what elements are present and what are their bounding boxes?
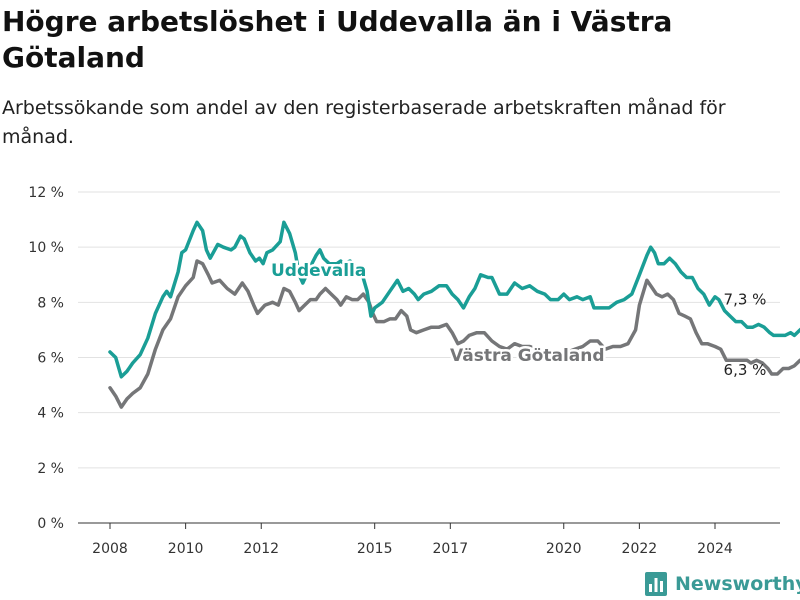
series-name-label: Västra Götaland — [450, 346, 605, 366]
x-tick-label: 2008 — [92, 541, 128, 557]
series-end-label: 6,3 % — [724, 361, 767, 379]
y-tick-label: 2 % — [37, 461, 64, 477]
x-tick-label: 2010 — [168, 541, 204, 557]
series-name-label: Uddevalla — [271, 261, 366, 281]
chart-title: Högre arbetslöshet i Uddevalla än i Väst… — [2, 5, 673, 74]
series-line — [108, 220, 800, 379]
chart-subtitle: Arbetssökande som andel av den registerb… — [2, 97, 726, 148]
brand-logo: Newsworthy — [645, 568, 800, 600]
x-tick-label: 2022 — [622, 541, 658, 557]
bar-chart-logo-icon — [645, 572, 667, 596]
x-tick-label: 2017 — [432, 541, 468, 557]
y-tick-label: 0 % — [37, 516, 64, 532]
y-tick-label: 8 % — [37, 295, 64, 311]
y-tick-label: 10 % — [28, 240, 64, 256]
series-line — [108, 259, 800, 409]
x-tick-label: 2012 — [243, 541, 279, 557]
x-tick-label: 2015 — [357, 541, 393, 557]
y-tick-label: 6 % — [37, 351, 64, 367]
series-end-label: 7,3 % — [724, 291, 767, 309]
x-tick-label: 2020 — [546, 541, 582, 557]
x-tick-label: 2024 — [697, 541, 733, 557]
y-tick-label: 12 % — [28, 185, 64, 201]
y-tick-label: 4 % — [37, 406, 64, 422]
brand-name: Newsworthy — [675, 573, 800, 595]
line-chart: 0 % 2 % 4 % 6 % 8 % 10 % 12 % 2008 2010 2012 2015 2… — [28, 185, 800, 557]
